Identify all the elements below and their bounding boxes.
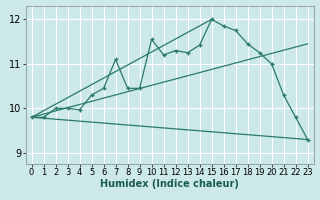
X-axis label: Humidex (Indice chaleur): Humidex (Indice chaleur) <box>100 179 239 189</box>
